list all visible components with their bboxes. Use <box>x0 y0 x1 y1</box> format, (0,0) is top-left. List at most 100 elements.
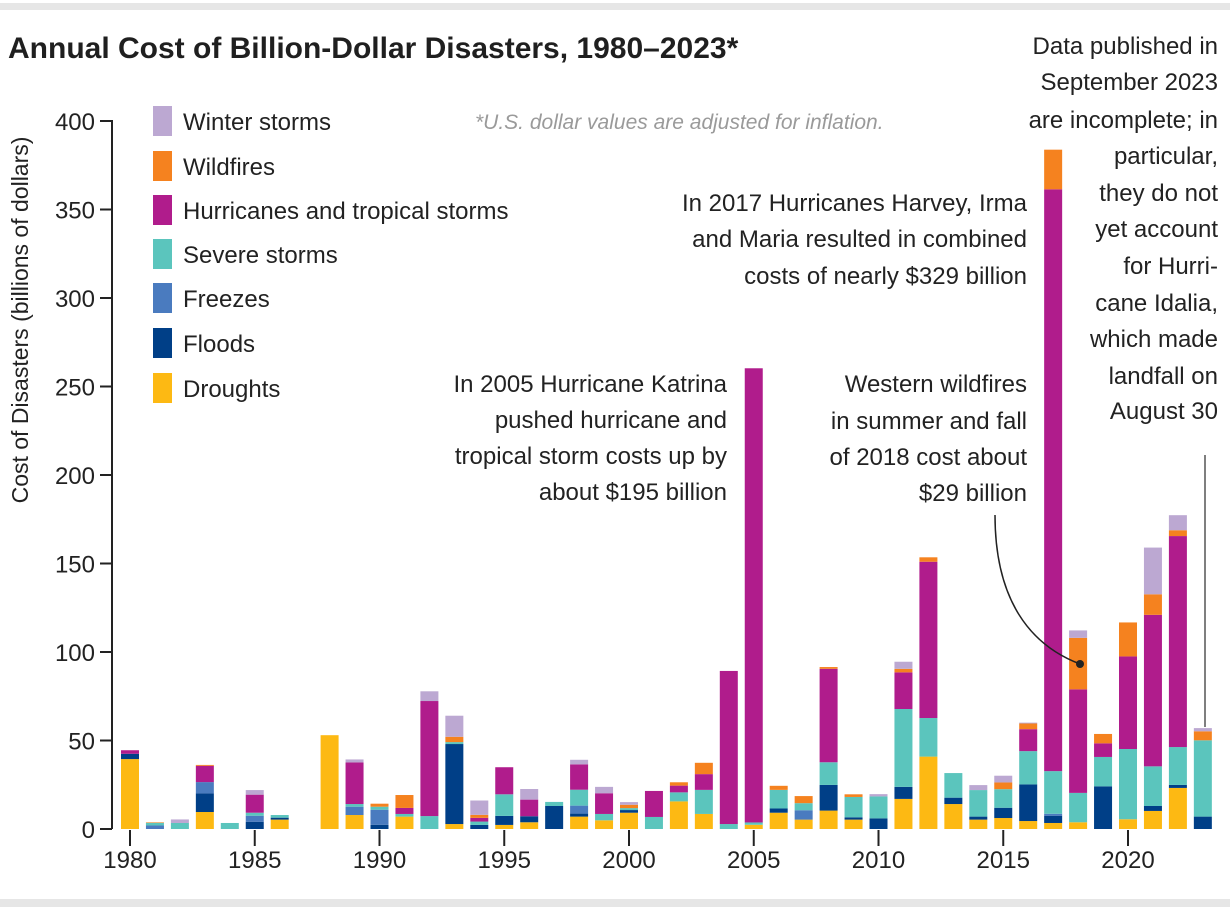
bar-segment-hurricanes-and-tropical-storms <box>195 765 214 783</box>
bar-1984 <box>220 822 239 829</box>
bar-1982 <box>170 819 189 829</box>
bar-segment-severe-storms <box>894 708 913 787</box>
annotation-line: tropical storm costs up by <box>455 443 727 470</box>
bar-segment-severe-storms <box>1094 756 1113 787</box>
bar-segment-freezes <box>245 815 264 822</box>
bar-segment-hurricanes-and-tropical-storms <box>520 799 539 817</box>
bar-segment-floods <box>370 824 389 829</box>
bar-segment-freezes <box>145 825 164 829</box>
bar-segment-droughts <box>595 820 614 829</box>
annotation-line: In 2017 Hurricanes Harvey, Irma <box>682 190 1028 217</box>
legend-item-floods: Floods <box>153 328 255 358</box>
legend-item-winter-storms: Winter storms <box>153 106 331 136</box>
bar-segment-severe-storms <box>694 789 713 814</box>
bar-segment-freezes <box>345 806 364 816</box>
bar-segment-severe-storms <box>620 808 638 811</box>
bar-segment-hurricanes-and-tropical-storms <box>1044 189 1063 772</box>
bar-1991 <box>395 795 414 829</box>
bar-segment-floods <box>819 784 838 811</box>
legend: Winter storms Wildfires Hurricanes and t… <box>153 106 508 403</box>
y-axis: 0 50 100 150 200 250 300 350 400 <box>55 109 113 844</box>
bar-segment-floods <box>969 816 988 820</box>
bar-segment-droughts <box>1119 819 1137 829</box>
bar-segment-hurricanes-and-tropical-storms <box>1143 614 1162 767</box>
bar-segment-droughts <box>969 819 988 829</box>
bar-1999 <box>595 786 614 829</box>
annotation-line: they do not <box>1099 180 1218 207</box>
annotation-line: pushed hurricane and <box>495 407 727 434</box>
bar-segment-hurricanes-and-tropical-storms <box>1119 656 1137 749</box>
bar-segment-floods <box>545 805 564 829</box>
annotation-line: cane Idalia, <box>1095 290 1218 317</box>
bar-segment-floods <box>1094 786 1113 829</box>
bar-segment-hurricanes-and-tropical-storms <box>395 807 414 814</box>
annotation-line: Data published in <box>1033 33 1218 60</box>
bar-segment-wildfires <box>445 736 464 743</box>
bar-2010 <box>869 794 888 829</box>
bar-segment-floods <box>1019 784 1038 822</box>
bar-segment-winter-storms <box>894 661 913 669</box>
wildfire-leader-line <box>994 514 1081 665</box>
annotation-line: in summer and fall <box>831 408 1027 435</box>
bar-segment-droughts <box>819 810 838 829</box>
bar-2011 <box>894 661 913 829</box>
bar-segment-floods <box>620 810 638 813</box>
bar-2007 <box>794 796 813 829</box>
bar-segment-hurricanes-and-tropical-storms <box>694 774 713 790</box>
bar-segment-severe-storms <box>794 803 813 811</box>
bar-segment-severe-storms <box>145 822 164 826</box>
bar-2019 <box>1094 733 1113 829</box>
annotation-line: which made <box>1089 326 1218 353</box>
bar-1995 <box>495 767 514 829</box>
bar-segment-wildfires <box>1193 731 1212 741</box>
bar-segment-hurricanes-and-tropical-storms <box>121 750 139 754</box>
bar-segment-floods <box>270 817 289 820</box>
bar-segment-wildfires <box>1019 723 1038 730</box>
bar-segment-droughts <box>570 816 589 829</box>
bar-segment-severe-storms <box>270 815 289 818</box>
bar-segment-floods <box>894 786 913 799</box>
bar-segment-droughts <box>320 735 339 829</box>
bar-2001 <box>644 790 663 829</box>
y-tick-label: 100 <box>55 640 95 667</box>
bar-segment-floods <box>1193 816 1212 829</box>
legend-label: Severe storms <box>183 242 338 269</box>
bar-segment-severe-storms <box>245 812 264 816</box>
bar-segment-hurricanes-and-tropical-storms <box>719 670 738 825</box>
annotation-katrina: In 2005 Hurricane Katrina pushed hurrica… <box>454 371 728 506</box>
bar-segment-floods <box>495 815 514 825</box>
bar-segment-severe-storms <box>570 789 589 806</box>
bar-segment-wildfires <box>1168 530 1187 537</box>
legend-swatch <box>153 239 172 269</box>
bar-segment-floods <box>570 813 589 817</box>
bar-segment-freezes <box>1044 813 1063 816</box>
legend-item-droughts: Droughts <box>153 373 280 403</box>
annotation-line: yet account <box>1095 216 1218 243</box>
bottom-rule <box>0 899 1230 907</box>
bar-1994 <box>470 800 489 829</box>
bar-segment-droughts <box>1044 822 1063 829</box>
bar-2006 <box>769 785 788 829</box>
y-tick-label: 300 <box>55 286 95 313</box>
annotation-line: August 30 <box>1110 398 1218 425</box>
bar-segment-wildfires <box>370 803 389 807</box>
legend-swatch <box>153 283 172 313</box>
bar-1983 <box>195 764 214 829</box>
footnote: *U.S. dollar values are adjusted for inf… <box>475 111 884 134</box>
bar-segment-wildfires <box>794 796 813 804</box>
bar-1997 <box>545 801 564 829</box>
bar-segment-winter-storms <box>445 715 464 737</box>
bar-1985 <box>245 790 264 829</box>
annotation-wildfires: Western wildfires in summer and fall of … <box>830 371 1028 507</box>
annotation-line: are incomplete; in <box>1029 107 1218 134</box>
bar-segment-droughts <box>520 822 539 829</box>
bar-segment-hurricanes-and-tropical-storms <box>345 762 364 805</box>
legend-item-wildfires: Wildfires <box>153 151 275 181</box>
bar-segment-severe-storms <box>395 813 414 817</box>
bar-segment-wildfires <box>819 667 838 669</box>
bar-segment-wildfires <box>694 762 713 775</box>
bar-segment-freezes <box>570 805 589 814</box>
legend-label: Winter storms <box>183 109 331 136</box>
bar-segment-severe-storms <box>1143 766 1162 806</box>
